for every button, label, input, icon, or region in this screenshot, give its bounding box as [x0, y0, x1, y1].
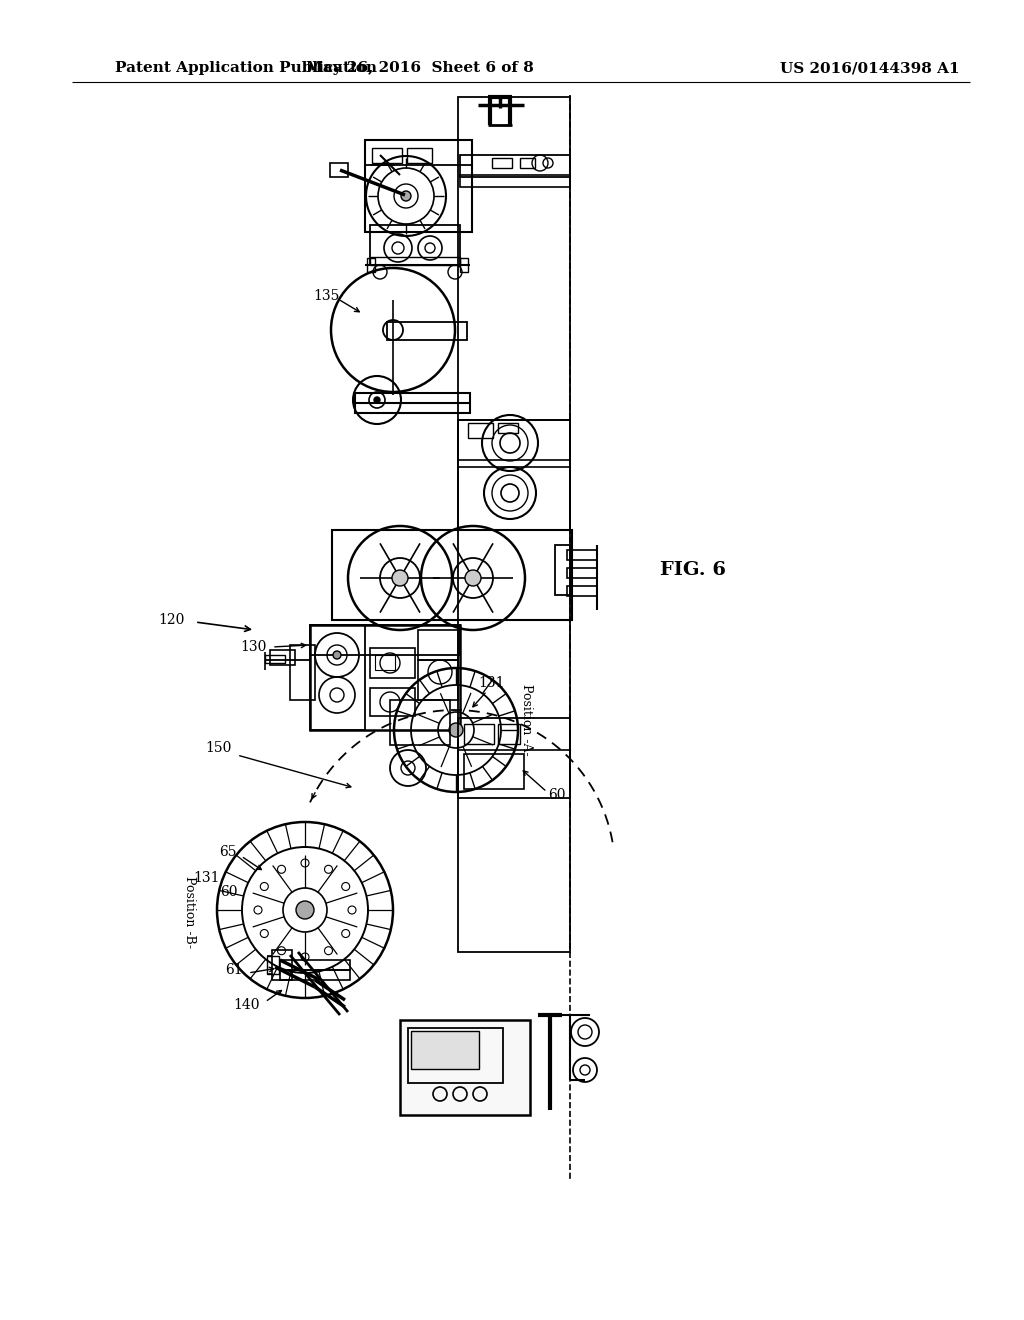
Bar — [390, 700, 450, 744]
Bar — [365, 140, 472, 165]
Bar — [567, 550, 597, 560]
Text: 140: 140 — [233, 998, 260, 1012]
Bar — [464, 723, 494, 744]
Bar — [498, 422, 518, 433]
Bar — [458, 420, 570, 531]
Bar — [370, 257, 460, 265]
Text: May 26, 2016  Sheet 6 of 8: May 26, 2016 Sheet 6 of 8 — [306, 61, 534, 75]
Text: 135: 135 — [313, 289, 339, 304]
Bar — [468, 422, 493, 438]
Circle shape — [449, 723, 463, 737]
Bar — [375, 655, 395, 671]
Circle shape — [296, 902, 314, 919]
Text: 60: 60 — [220, 884, 238, 899]
Text: Position -B-: Position -B- — [183, 876, 196, 948]
Circle shape — [392, 570, 408, 586]
Bar — [555, 545, 570, 595]
Circle shape — [374, 397, 380, 403]
Text: Position -A-: Position -A- — [520, 684, 534, 756]
Text: US 2016/0144398 A1: US 2016/0144398 A1 — [780, 61, 959, 75]
Bar — [460, 154, 570, 177]
Bar — [267, 956, 279, 974]
Bar — [458, 718, 570, 799]
Bar — [370, 688, 415, 715]
Bar — [370, 648, 415, 678]
Bar — [458, 420, 570, 459]
Circle shape — [333, 651, 341, 659]
Text: 130: 130 — [241, 640, 267, 653]
Bar — [272, 950, 292, 979]
Bar — [498, 723, 520, 744]
Bar — [367, 257, 375, 272]
Bar — [492, 158, 512, 168]
Bar — [365, 140, 472, 232]
Bar — [355, 393, 470, 413]
Bar — [280, 970, 350, 979]
Text: 65: 65 — [219, 845, 237, 859]
Bar — [567, 568, 597, 578]
Bar — [310, 624, 460, 655]
Bar — [270, 649, 295, 665]
Text: 150: 150 — [206, 741, 232, 755]
Bar — [265, 655, 285, 663]
Bar — [372, 148, 402, 162]
Bar — [407, 148, 432, 162]
Bar — [464, 754, 524, 789]
Bar — [418, 660, 458, 700]
Bar — [280, 960, 350, 970]
Text: 120: 120 — [159, 612, 185, 627]
Text: 61: 61 — [225, 964, 243, 977]
Bar — [408, 1028, 503, 1082]
Bar — [310, 624, 365, 730]
Bar — [400, 1020, 530, 1115]
Bar — [458, 96, 570, 952]
Bar — [330, 162, 348, 177]
Bar — [567, 586, 597, 597]
Bar — [418, 630, 458, 660]
Text: 131: 131 — [194, 871, 220, 884]
Bar — [460, 257, 468, 272]
Text: FIG. 6: FIG. 6 — [660, 561, 726, 579]
Bar — [290, 645, 315, 700]
Bar — [460, 176, 570, 187]
Text: Patent Application Publication: Patent Application Publication — [115, 61, 377, 75]
Bar — [520, 158, 535, 168]
Circle shape — [401, 191, 411, 201]
Bar — [411, 1031, 479, 1069]
Text: 60: 60 — [548, 788, 565, 803]
Bar — [387, 322, 467, 341]
Bar — [332, 531, 572, 620]
Bar — [310, 624, 460, 730]
Circle shape — [465, 570, 481, 586]
Text: 131: 131 — [478, 676, 505, 690]
Bar — [370, 224, 460, 265]
